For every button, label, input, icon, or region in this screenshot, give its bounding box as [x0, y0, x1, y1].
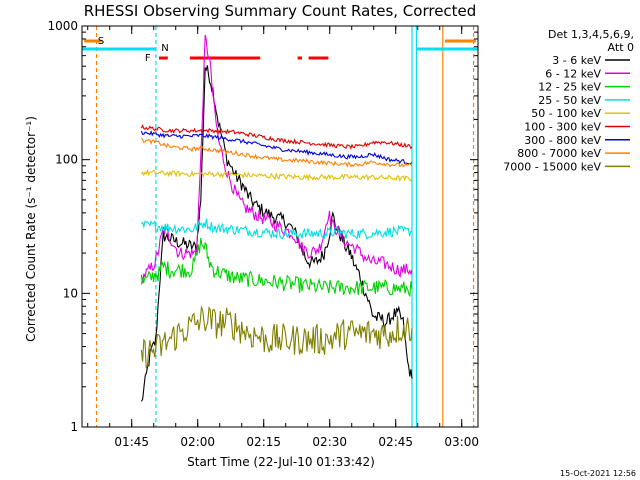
- x-tick-label: 03:00: [444, 435, 479, 449]
- legend-header-detectors: Det 1,3,4,5,6,9,: [548, 28, 634, 41]
- x-tick-label: 01:45: [114, 435, 149, 449]
- series-line-7: [141, 137, 413, 168]
- x-tick-label: 02:00: [180, 435, 215, 449]
- series-line-1: [140, 34, 413, 284]
- legend-label-8: 7000 - 15000 keV: [503, 160, 601, 173]
- legend-label-5: 100 - 300 keV: [524, 121, 601, 134]
- series-line-2: [140, 237, 413, 297]
- flag-n-label: N: [161, 43, 168, 54]
- timestamp: 15-Oct-2021 12:56: [560, 469, 636, 478]
- series-line-3: [141, 218, 412, 240]
- legend-label-1: 6 - 12 keV: [545, 67, 601, 80]
- legend-header-attenuator: Att 0: [608, 41, 634, 54]
- x-axis-label: Start Time (22-Jul-10 01:33:42): [187, 455, 375, 469]
- series-line-0: [140, 65, 413, 402]
- series-line-4: [140, 168, 413, 183]
- chart-title: RHESSI Observing Summary Count Rates, Co…: [84, 2, 477, 20]
- x-tick-label: 02:30: [312, 435, 347, 449]
- series-line-8: [140, 305, 413, 369]
- x-tick-label: 02:15: [246, 435, 281, 449]
- flag-s-label: S: [98, 36, 104, 47]
- legend-label-3: 25 - 50 keV: [538, 94, 601, 107]
- legend-label-0: 3 - 6 keV: [552, 54, 601, 67]
- legend-label-6: 300 - 800 keV: [524, 134, 601, 147]
- series-line-5: [140, 124, 413, 150]
- legend-label-4: 50 - 100 keV: [531, 107, 601, 120]
- series-line-6: [140, 129, 413, 165]
- y-tick-label: 1: [70, 420, 78, 434]
- y-axis-label: Corrected Count Rate (s⁻¹ detector⁻¹): [24, 116, 38, 342]
- plot-frame: [81, 25, 479, 428]
- y-tick-label: 100: [55, 153, 78, 167]
- flag-f-label: F: [145, 53, 151, 64]
- legend-label-7: 800 - 7000 keV: [517, 147, 601, 160]
- y-tick-label: 1000: [47, 19, 78, 33]
- x-tick-label: 02:45: [378, 435, 413, 449]
- y-tick-label: 10: [63, 286, 78, 300]
- legend-label-2: 12 - 25 keV: [538, 81, 601, 94]
